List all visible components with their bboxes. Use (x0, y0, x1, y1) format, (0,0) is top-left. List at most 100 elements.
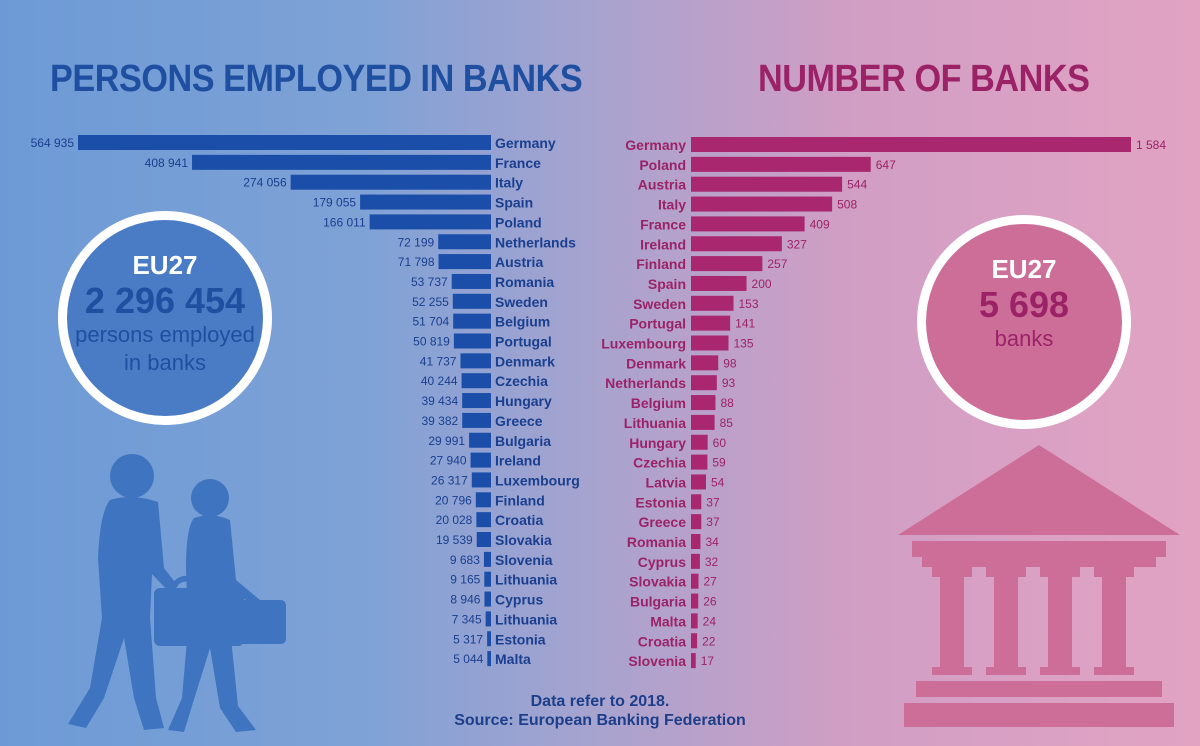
right-bar-value: 24 (703, 614, 717, 628)
right-bar-category: Malta (650, 613, 686, 629)
right-bar (691, 633, 698, 649)
left-bar (475, 492, 491, 508)
left-bar (451, 273, 491, 289)
left-bar-category: Romania (495, 274, 554, 290)
left-bar (487, 631, 491, 647)
left-bar-category: Spain (495, 195, 533, 211)
circle-value: 2 296 454 (84, 280, 246, 321)
right-bar-value: 26 (703, 595, 717, 609)
right-bar-category: France (640, 216, 686, 232)
left-bar-value: 71 798 (398, 255, 435, 269)
right-bar-category: Spain (648, 276, 686, 292)
left-bar-category: Estonia (495, 631, 546, 647)
right-bar-category: Greece (639, 514, 687, 530)
right-bar-value: 98 (723, 356, 737, 370)
left-bar (487, 651, 491, 667)
right-bar (691, 196, 833, 212)
circle-value: 5 698 (978, 284, 1070, 325)
right-bar-value: 93 (722, 376, 736, 390)
right-bar (691, 137, 1131, 152)
right-bar (691, 474, 706, 490)
right-bar-category: Netherlands (605, 375, 686, 391)
left-bar (452, 293, 491, 309)
right-bar-category: Romania (627, 534, 686, 550)
right-bar-category: Lithuania (624, 415, 686, 431)
right-bar-chart: 1 584 Germany 647 Poland 544 Austria 508 Italy 4… (601, 137, 1166, 669)
left-bar-category: Lithuania (495, 572, 557, 588)
right-bar-value: 32 (705, 555, 719, 569)
right-bar-category: Latvia (646, 474, 687, 490)
right-bar (691, 593, 699, 609)
right-bar-category: Finland (636, 256, 686, 272)
right-bar-value: 54 (711, 475, 725, 489)
left-bar-category: Ireland (495, 453, 541, 469)
right-bar (691, 414, 715, 430)
footer-source: Source: European Banking Federation (454, 712, 746, 729)
right-bar (691, 494, 702, 510)
right-bar-value: 200 (752, 277, 772, 291)
right-bar (691, 395, 716, 411)
right-bar (691, 355, 719, 371)
right-bar-category: Austria (638, 177, 686, 193)
right-bar-value: 17 (701, 654, 715, 668)
left-bar-category: Sweden (495, 294, 548, 310)
eu27-employees-circle: EU27 2 296 454 persons employed in banks (58, 211, 272, 425)
left-bar-category: Greece (495, 413, 543, 429)
left-bar-value: 53 737 (411, 275, 448, 289)
right-bar (691, 176, 843, 192)
left-bar-value: 19 539 (436, 533, 473, 547)
left-bar (453, 333, 491, 349)
right-bar (691, 434, 708, 450)
left-bar (476, 512, 491, 528)
left-bar-category: Slovakia (495, 532, 552, 548)
right-bar-category: Bulgaria (630, 594, 686, 610)
left-bar-value: 39 434 (421, 394, 458, 408)
left-bar-category: Hungary (495, 393, 552, 409)
right-bar (691, 653, 696, 669)
right-bar-value: 153 (739, 297, 759, 311)
circle-text-line2: in banks (124, 350, 206, 375)
right-bar-value: 22 (702, 634, 716, 648)
footer-note: Data refer to 2018. (530, 693, 670, 710)
left-bar-value: 9 165 (450, 573, 480, 587)
left-bar-value: 274 056 (243, 176, 287, 190)
right-bar (691, 275, 747, 291)
left-bar-category: Czechia (495, 373, 548, 389)
right-bar-category: Sweden (633, 296, 686, 312)
left-bar (192, 154, 491, 170)
title-persons-employed: PERSONS EMPLOYED IN BANKS (50, 58, 583, 100)
right-bar-value: 141 (735, 317, 755, 331)
left-bar-value: 26 317 (431, 473, 468, 487)
right-bar (691, 156, 871, 172)
left-bar (461, 373, 491, 389)
left-bar-value: 9 683 (450, 553, 480, 567)
left-bar-value: 408 941 (145, 156, 189, 170)
left-bar-category: Lithuania (495, 611, 557, 627)
left-bar-value: 564 935 (31, 136, 75, 150)
right-bar (691, 256, 763, 272)
left-bar-category: Germany (495, 135, 556, 151)
right-bar-value: 1 584 (1136, 138, 1166, 152)
right-bar-category: Luxembourg (601, 336, 686, 352)
left-bar-value: 179 055 (313, 196, 357, 210)
right-bar-value: 647 (876, 158, 896, 172)
circle-label: EU27 (991, 254, 1057, 284)
left-bar-chart: 564 935 Germany 408 941 France 274 056 Italy 1… (31, 135, 580, 667)
left-bar (483, 551, 491, 567)
right-bar-category: Ireland (640, 236, 686, 252)
left-bar-value: 8 946 (450, 593, 480, 607)
left-bar-category: Denmark (495, 353, 555, 369)
left-bar-value: 51 704 (412, 315, 449, 329)
right-bar-category: Estonia (635, 494, 686, 510)
left-bar-category: Croatia (495, 512, 543, 528)
people-walking-icon (68, 454, 286, 732)
left-bar-category: Belgium (495, 314, 550, 330)
eu27-banks-circle: EU27 5 698 banks (917, 215, 1131, 429)
circle-text: banks (994, 326, 1054, 351)
left-bar-category: Italy (495, 175, 523, 191)
right-bar-category: Portugal (629, 316, 686, 332)
right-bar-category: Czechia (633, 455, 686, 471)
right-bar-value: 327 (787, 237, 807, 251)
right-bar (691, 295, 734, 311)
right-bar-value: 59 (712, 456, 726, 470)
